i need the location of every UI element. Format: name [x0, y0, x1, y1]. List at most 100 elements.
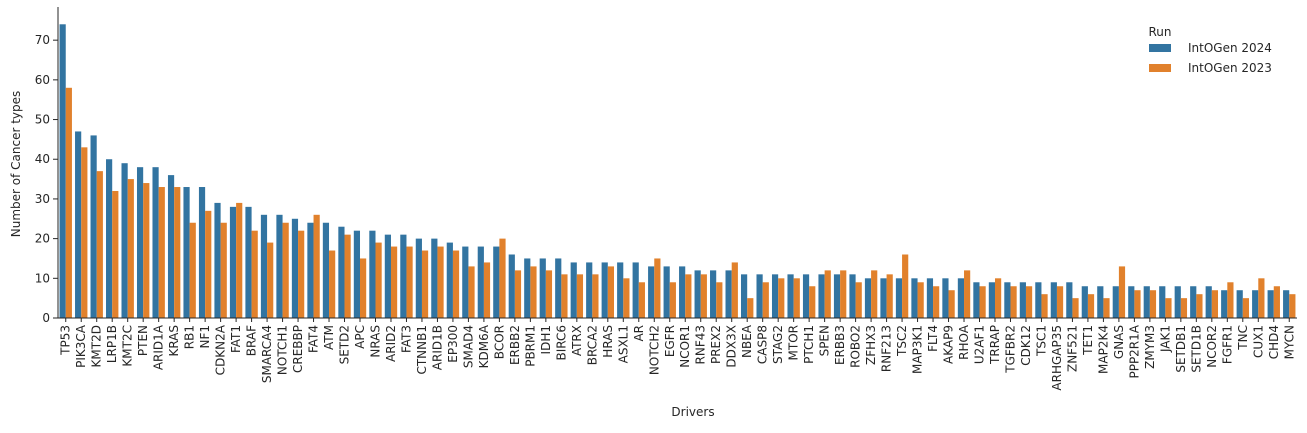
- bar: [167, 175, 175, 318]
- bar: [291, 218, 299, 318]
- bar: [369, 230, 376, 318]
- x-tick-label: NRAS: [368, 325, 382, 358]
- x-tick-label: RNF213: [880, 325, 894, 372]
- bar: [406, 246, 413, 318]
- bar: [1180, 298, 1188, 318]
- x-tick-label: PBRM1: [523, 325, 537, 367]
- bar: [787, 274, 794, 318]
- bar: [468, 266, 475, 318]
- legend-swatch: [1149, 64, 1171, 72]
- x-tick-label: JAK1: [1158, 325, 1172, 353]
- bar: [189, 222, 196, 318]
- x-tick-label: FAT1: [229, 325, 243, 353]
- y-tick-label: 70: [35, 33, 50, 47]
- bar: [431, 238, 438, 318]
- x-tick-label: ERBB2: [508, 325, 522, 365]
- x-tick-label: FLT4: [926, 325, 940, 352]
- x-tick-label: AR: [632, 325, 646, 342]
- y-axis-label: Number of Cancer types: [9, 91, 23, 238]
- bar: [679, 266, 686, 318]
- bar: [1041, 294, 1048, 318]
- x-tick-label: CDK12: [1019, 325, 1033, 366]
- bar: [508, 254, 515, 318]
- bar: [415, 238, 422, 318]
- x-tick-label: CASP8: [756, 325, 770, 364]
- bar: [1004, 282, 1011, 318]
- bar: [493, 246, 500, 318]
- bar: [205, 210, 212, 318]
- bar: [988, 282, 995, 318]
- bar: [771, 274, 779, 318]
- x-tick-label: KMT2C: [121, 325, 135, 367]
- bar: [313, 214, 320, 318]
- bar: [322, 222, 330, 318]
- bar: [260, 214, 268, 318]
- bar: [353, 230, 361, 318]
- bar: [1236, 290, 1243, 318]
- x-tick-label: TSC2: [895, 325, 909, 357]
- x-tick-label: RNF43: [694, 325, 708, 365]
- x-tick-label: FAT3: [399, 325, 413, 353]
- bar: [855, 282, 862, 318]
- x-tick-label: ATM: [322, 325, 336, 350]
- x-tick-label: BRAF: [245, 325, 259, 356]
- bar: [59, 24, 66, 318]
- bar: [524, 258, 531, 318]
- bar: [864, 278, 872, 318]
- x-tick-label: ARID1B: [430, 325, 444, 370]
- bar: [1273, 286, 1280, 318]
- bar: [514, 270, 522, 318]
- bar: [957, 278, 965, 318]
- bar: [1258, 278, 1265, 318]
- bar: [911, 278, 918, 318]
- bar: [121, 163, 128, 318]
- bar: [245, 206, 252, 318]
- x-tick-label: KRAS: [167, 325, 181, 357]
- x-tick-label: SETDB1: [1174, 325, 1188, 373]
- bar: [236, 202, 243, 318]
- x-tick-label: APC: [353, 325, 367, 349]
- bar: [198, 187, 206, 318]
- bar: [298, 230, 305, 318]
- bar: [437, 246, 444, 318]
- bar: [1025, 286, 1033, 318]
- bar: [1252, 290, 1259, 318]
- bar: [152, 167, 159, 318]
- x-tick-label: MAP3K1: [911, 325, 925, 374]
- bar: [926, 278, 934, 318]
- bar: [499, 238, 506, 318]
- x-tick-label: NOTCH1: [276, 325, 290, 375]
- x-tick-label: ERBB3: [833, 325, 847, 365]
- bar: [1205, 286, 1212, 318]
- bar: [530, 266, 537, 318]
- bar: [979, 286, 986, 318]
- bar: [917, 282, 924, 318]
- x-tick-label: TSC1: [1034, 325, 1048, 357]
- bar: [1190, 286, 1197, 318]
- bar: [1019, 282, 1026, 318]
- bar: [778, 278, 785, 318]
- bar: [880, 278, 887, 318]
- x-tick-label: CTNNB1: [415, 325, 429, 375]
- bar: [886, 274, 893, 318]
- bar: [833, 274, 841, 318]
- bar: [933, 286, 940, 318]
- bar: [158, 187, 165, 318]
- bar: [446, 242, 453, 318]
- y-tick-label: 30: [35, 192, 50, 206]
- bar: [1097, 286, 1104, 318]
- x-tick-label: LRP1B: [105, 325, 119, 363]
- bar: [344, 234, 351, 318]
- bar: [307, 222, 314, 318]
- y-tick-label: 0: [42, 311, 50, 325]
- bar: [570, 262, 577, 318]
- bar: [895, 278, 903, 318]
- x-tick-label: ATRX: [570, 325, 584, 356]
- x-tick-label: NCOR1: [678, 325, 692, 368]
- bar: [663, 266, 670, 318]
- bar: [700, 274, 707, 318]
- legend-swatch: [1149, 44, 1171, 52]
- x-tick-label: TNC: [1236, 325, 1250, 351]
- x-tick-label: CREBBP: [291, 325, 305, 373]
